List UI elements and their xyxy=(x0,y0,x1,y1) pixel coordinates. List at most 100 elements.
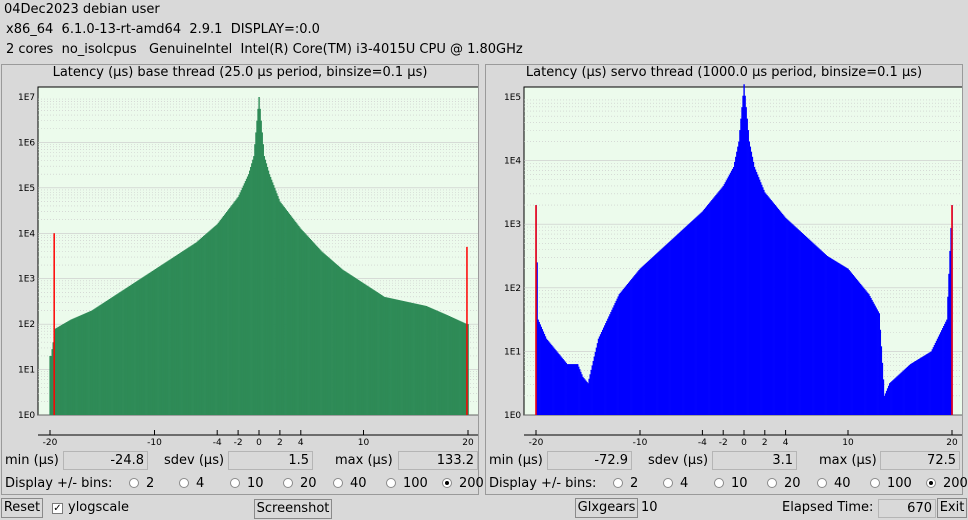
servo-bar xyxy=(674,236,677,415)
servo-bar xyxy=(813,243,815,415)
servo-bar xyxy=(544,336,547,415)
ylogscale-checkbox[interactable]: ✓ xyxy=(52,503,63,514)
base-bins-radio-100[interactable] xyxy=(386,478,396,488)
servo-bar xyxy=(855,278,858,415)
servo-bins-radio-2[interactable] xyxy=(613,478,623,488)
base-bar xyxy=(366,285,368,415)
servo-bar xyxy=(632,277,634,415)
glxgears-button[interactable]: Glxgears xyxy=(575,498,638,518)
base-bar xyxy=(381,295,384,415)
servo-bar xyxy=(924,355,926,415)
servo-bins-radio-20[interactable] xyxy=(767,478,777,488)
base-bar xyxy=(401,300,403,415)
servo-bar xyxy=(776,207,779,415)
base-bar xyxy=(230,206,232,415)
servo-bar xyxy=(864,289,866,415)
servo-bins-label-20: 20 xyxy=(784,476,801,491)
servo-bar xyxy=(801,233,804,415)
base-bar xyxy=(257,108,259,415)
base-bar xyxy=(266,166,269,415)
base-bar xyxy=(333,262,336,415)
base-bar xyxy=(415,303,417,415)
servo-bins-radio-10[interactable] xyxy=(714,478,724,488)
servo-bar xyxy=(788,220,790,415)
servo-min-label: min (µs) xyxy=(489,453,543,468)
base-bar xyxy=(146,274,148,415)
servo-bar xyxy=(840,264,842,415)
servo-bar xyxy=(641,266,643,415)
servo-bins-radio-200[interactable] xyxy=(926,478,936,488)
base-bar xyxy=(147,273,150,415)
servo-bar xyxy=(721,187,723,415)
servo-bar xyxy=(786,218,788,415)
base-bar xyxy=(437,310,439,415)
base-bar xyxy=(287,212,290,415)
base-bins-radio-200[interactable] xyxy=(442,478,452,488)
base-bar xyxy=(177,253,180,415)
base-bar xyxy=(304,233,306,415)
base-bar xyxy=(283,206,285,415)
servo-bar xyxy=(728,174,731,415)
reset-button[interactable]: Reset xyxy=(1,498,43,518)
servo-bar xyxy=(699,213,702,415)
base-bar xyxy=(372,289,374,415)
base-bar xyxy=(131,283,134,415)
base-bar xyxy=(258,97,260,415)
base-bar xyxy=(349,274,351,415)
servo-bar xyxy=(730,170,733,415)
servo-bar xyxy=(579,369,581,415)
base-bar xyxy=(214,226,216,415)
servo-bar xyxy=(825,255,827,415)
servo-bar xyxy=(673,237,676,415)
base-bins-radio-4[interactable] xyxy=(179,478,189,488)
servo-bar xyxy=(666,243,668,415)
servo-bins-radio-4[interactable] xyxy=(663,478,673,488)
servo-bar xyxy=(696,216,698,415)
base-bins-radio-20[interactable] xyxy=(283,478,293,488)
servo-bar xyxy=(756,174,759,415)
base-bar xyxy=(297,224,299,415)
servo-x-tick-label: 4 xyxy=(783,438,789,448)
base-bar xyxy=(242,185,245,415)
servo-bins-radio-40[interactable] xyxy=(817,478,827,488)
base-bar xyxy=(451,317,454,415)
base-bar xyxy=(375,291,377,415)
servo-bar xyxy=(778,210,781,415)
base-bar xyxy=(255,132,257,415)
exit-button[interactable]: Exit xyxy=(937,498,967,518)
base-bar xyxy=(127,286,130,415)
servo-bar xyxy=(599,334,602,415)
servo-bar xyxy=(557,352,559,415)
base-bar xyxy=(332,261,334,415)
base-bar xyxy=(122,290,124,415)
servo-bar xyxy=(802,234,805,415)
base-bar xyxy=(198,239,201,415)
servo-bar xyxy=(665,244,667,415)
servo-bar xyxy=(692,220,694,415)
base-bar xyxy=(83,313,86,415)
servo-bar xyxy=(772,202,774,415)
base-bar xyxy=(152,270,155,415)
servo-bar xyxy=(615,300,617,415)
servo-bar xyxy=(607,318,609,415)
servo-bar xyxy=(881,362,884,415)
base-bar xyxy=(232,203,234,415)
servo-bar xyxy=(551,345,553,415)
base-bins-radio-10[interactable] xyxy=(230,478,240,488)
servo-bar xyxy=(734,161,736,415)
base-bins-radio-40[interactable] xyxy=(333,478,343,488)
servo-bar xyxy=(942,328,944,415)
base-bar xyxy=(321,251,323,415)
servo-bar xyxy=(780,212,783,415)
base-bar xyxy=(190,245,192,415)
base-bins-radio-2[interactable] xyxy=(129,478,139,488)
base-bar xyxy=(273,185,275,415)
base-bar xyxy=(457,320,460,415)
base-bar xyxy=(77,316,80,415)
servo-bins-radio-100[interactable] xyxy=(870,478,880,488)
screenshot-button[interactable]: Screenshot xyxy=(254,499,332,519)
base-bar xyxy=(392,298,394,415)
servo-bar xyxy=(808,239,811,415)
base-bins-label-40: 40 xyxy=(350,476,367,491)
